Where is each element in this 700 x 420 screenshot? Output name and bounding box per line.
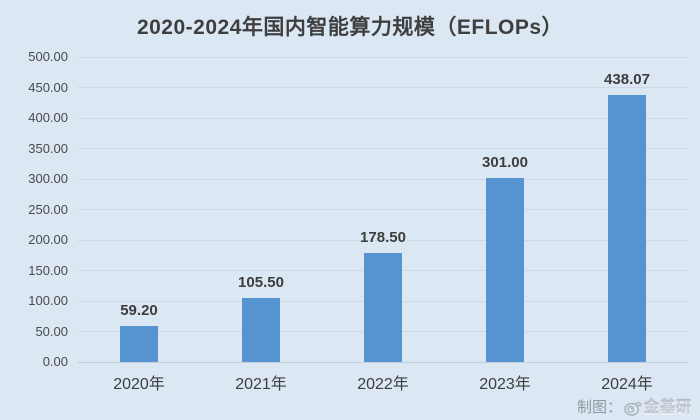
y-axis-tick-label: 300.00	[28, 171, 68, 186]
bar-2022年	[364, 253, 402, 362]
y-axis-tick-label: 250.00	[28, 201, 68, 217]
y-axis-tick-label: 150.00	[28, 262, 68, 278]
bar-value-label: 438.07	[604, 70, 650, 88]
gridline	[78, 361, 688, 363]
y-axis-tick-label: 50.00	[35, 323, 68, 339]
gridline	[78, 209, 688, 210]
gridline	[78, 87, 688, 88]
bar-2020年	[120, 325, 158, 362]
bar-value-label: 178.50	[360, 229, 406, 247]
x-axis-tick-label: 2022年	[357, 376, 409, 393]
x-axis-tick-label: 2023年	[479, 376, 531, 393]
chart-title: 2020-2024年国内智能算力规模（EFLOPs）	[136, 16, 564, 39]
bar-2021年	[242, 297, 280, 362]
gridline	[78, 239, 688, 241]
watermark-brand: 金基研	[643, 399, 692, 416]
y-axis-tick-label: 400.00	[28, 110, 68, 125]
gridline	[78, 148, 688, 149]
bar-value-label: 301.00	[482, 154, 528, 172]
bar-value-label: 105.50	[238, 273, 284, 291]
gridline	[78, 56, 688, 58]
y-axis-tick-label: 500.00	[28, 49, 68, 64]
y-axis-tick-label: 350.00	[28, 140, 68, 156]
watermark: 制图： 金基研	[577, 399, 692, 417]
y-axis-tick-label: 200.00	[28, 232, 68, 247]
x-axis-tick-label: 2024年	[601, 376, 653, 393]
x-axis-tick-label: 2021年	[235, 376, 287, 393]
gridline	[78, 117, 688, 119]
y-axis-tick-label: 450.00	[28, 79, 68, 95]
y-axis-tick-label: 100.00	[28, 293, 68, 308]
weibo-eye-icon	[624, 400, 642, 416]
watermark-credit-label: 制图：	[576, 399, 622, 416]
x-axis-tick-label: 2020年	[113, 376, 165, 393]
bar-value-label: 59.20	[120, 301, 158, 319]
y-axis-tick-label: 0.00	[42, 354, 68, 369]
bar-2023年	[486, 178, 524, 362]
gridline	[78, 178, 688, 180]
bar-2024年	[608, 94, 646, 362]
